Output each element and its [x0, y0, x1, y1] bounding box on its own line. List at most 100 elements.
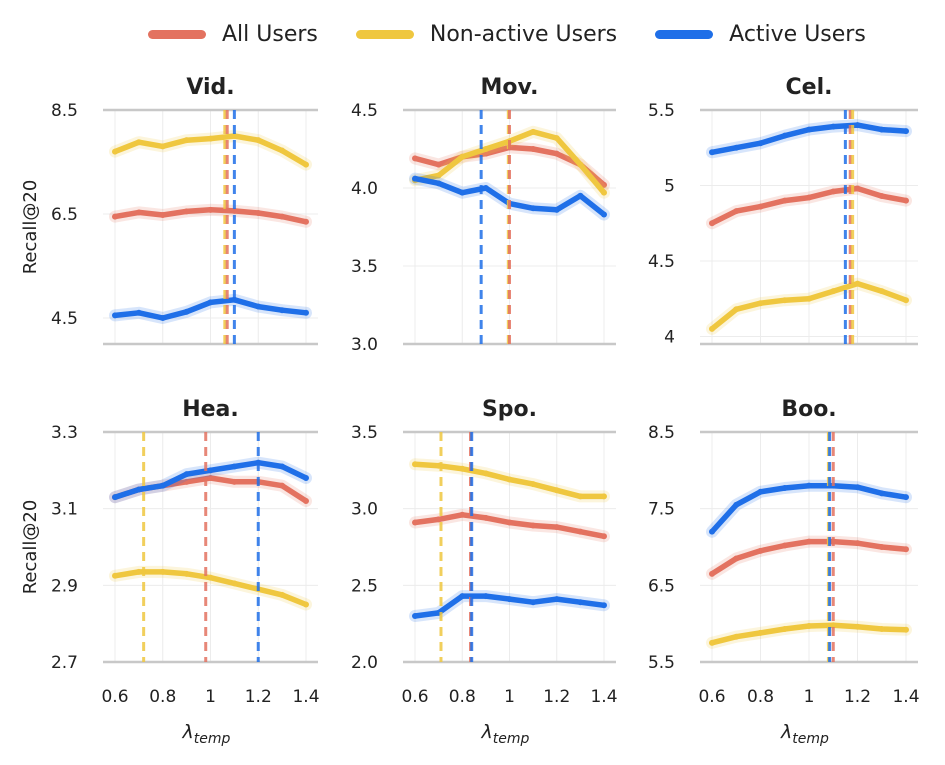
- y-tick-label: 4.5: [351, 101, 378, 121]
- data-point-all: [601, 181, 607, 188]
- data-point-nonactive: [112, 148, 118, 155]
- x-axis-label-symbol: λ: [780, 721, 792, 743]
- y-tick-label: 5: [664, 176, 675, 196]
- data-point-all: [577, 528, 584, 535]
- x-axis-label-subscript: temp: [493, 731, 530, 747]
- data-point-nonactive: [830, 288, 837, 295]
- data-point-all: [781, 542, 788, 549]
- data-point-active: [806, 482, 812, 489]
- data-point-active: [135, 309, 142, 316]
- data-point-nonactive: [903, 626, 909, 633]
- data-point-active: [757, 488, 764, 495]
- data-point-nonactive: [878, 626, 885, 633]
- data-point-nonactive: [709, 325, 715, 332]
- data-point-active: [903, 494, 909, 501]
- data-point-active: [207, 467, 214, 474]
- data-point-active: [733, 501, 740, 508]
- x-tick-label: 0.6: [401, 687, 428, 707]
- data-point-all: [231, 207, 238, 214]
- data-point-all: [459, 511, 466, 518]
- data-point-all: [781, 197, 788, 204]
- data-point-active: [231, 463, 238, 470]
- panel-title: Boo.: [781, 397, 836, 422]
- data-point-nonactive: [830, 622, 837, 629]
- x-axis-label: λtemp: [182, 721, 231, 747]
- data-point-all: [757, 203, 764, 210]
- data-point-nonactive: [601, 189, 607, 196]
- x-tick-label: 1.2: [245, 687, 272, 707]
- panel-6: 5.5 6.5 7.5 8.5 0.6 0.8 1 1.2 1.4 λtemp Boo.: [648, 397, 920, 747]
- data-point-nonactive: [806, 295, 812, 302]
- data-point-all: [530, 522, 537, 529]
- data-point-all: [412, 155, 418, 162]
- data-point-active: [781, 484, 788, 491]
- data-point-nonactive: [733, 633, 740, 640]
- data-point-active: [709, 528, 715, 535]
- legend-item-non-active-users: Non-active Users: [355, 22, 617, 47]
- legend-swatch-non-active-users: [355, 30, 414, 39]
- data-point-active: [854, 484, 861, 491]
- y-tick-label: 3.0: [351, 500, 378, 520]
- data-point-nonactive: [601, 493, 607, 500]
- data-point-all: [878, 193, 885, 200]
- x-axis-label-subscript: temp: [792, 731, 829, 747]
- data-point-active: [601, 211, 607, 218]
- x-tick-label: 0.8: [747, 687, 774, 707]
- y-tick-label: 5.5: [648, 101, 675, 121]
- data-point-active: [412, 613, 418, 619]
- panel-title: Spo.: [482, 397, 537, 422]
- data-point-all: [878, 544, 885, 550]
- data-point-active: [159, 482, 166, 489]
- data-point-all: [231, 478, 238, 485]
- data-point-active: [303, 309, 309, 316]
- data-point-all: [435, 516, 442, 523]
- panel-title: Vid.: [186, 75, 234, 100]
- data-point-active: [482, 185, 489, 191]
- data-point-all: [806, 194, 812, 201]
- data-point-all: [255, 209, 262, 216]
- panel-1: 4.5 6.5 8.5 Recall@20 Vid.: [20, 75, 318, 346]
- data-point-nonactive: [135, 139, 142, 146]
- data-point-nonactive: [303, 601, 309, 608]
- data-point-nonactive: [757, 629, 764, 636]
- data-point-active: [255, 303, 262, 310]
- data-point-nonactive: [112, 572, 118, 579]
- data-point-active: [459, 593, 466, 600]
- data-point-nonactive: [412, 461, 418, 468]
- x-axis-label: λtemp: [780, 721, 829, 747]
- data-point-all: [553, 150, 560, 157]
- legend-label-active-users: Active Users: [729, 22, 866, 47]
- data-point-active: [577, 599, 584, 606]
- x-tick-label: 0.8: [449, 687, 476, 707]
- legend-label-all-users: All Users: [222, 22, 318, 47]
- data-point-active: [601, 602, 607, 609]
- data-point-nonactive: [482, 470, 489, 477]
- y-tick-label: 4: [664, 327, 675, 347]
- data-point-all: [903, 546, 909, 553]
- y-tick-label: 5.5: [648, 653, 675, 673]
- data-point-all: [709, 570, 715, 577]
- y-tick-label: 2.5: [351, 576, 378, 596]
- data-point-active: [112, 312, 118, 319]
- data-point-nonactive: [183, 570, 190, 577]
- data-point-active: [135, 486, 142, 493]
- data-point-active: [459, 189, 466, 196]
- data-point-all: [854, 540, 861, 547]
- x-axis-label-symbol: λ: [182, 721, 194, 743]
- data-point-nonactive: [553, 487, 560, 494]
- data-point-all: [135, 209, 142, 216]
- data-point-nonactive: [781, 297, 788, 304]
- data-point-nonactive: [183, 137, 190, 144]
- y-tick-label: 4.5: [648, 252, 675, 272]
- data-point-all: [112, 213, 118, 220]
- panel-2: 3.0 3.5 4.0 4.5 Mov.: [351, 75, 616, 355]
- data-point-nonactive: [459, 465, 466, 472]
- data-point-nonactive: [757, 300, 764, 307]
- data-point-active: [482, 593, 489, 600]
- data-point-all: [806, 538, 812, 545]
- x-tick-label: 0.8: [149, 687, 176, 707]
- x-axis-label-subscript: temp: [194, 731, 231, 747]
- data-point-active: [279, 463, 286, 470]
- x-axis-label-symbol: λ: [481, 721, 493, 743]
